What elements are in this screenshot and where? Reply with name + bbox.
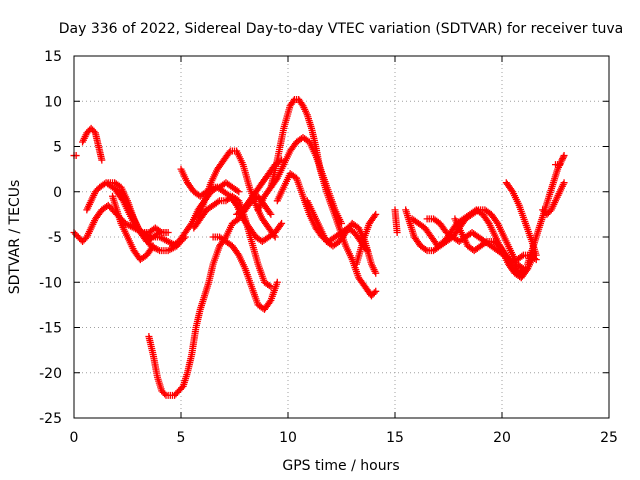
data-point	[559, 153, 567, 161]
data-point	[149, 242, 157, 250]
data-point	[338, 219, 345, 227]
series-arc-a	[70, 152, 80, 160]
y-tick-label: 5	[53, 140, 62, 156]
y-tick-label: 10	[44, 94, 62, 110]
data-point	[289, 97, 297, 105]
data-point	[370, 289, 378, 297]
data-point	[278, 219, 286, 227]
data-point	[522, 265, 530, 273]
data-point	[372, 287, 380, 295]
data-point	[558, 156, 566, 164]
chart-title: Day 336 of 2022, Sidereal Day-to-day VTE…	[59, 21, 623, 37]
data-point	[98, 156, 106, 164]
y-tick-label: -10	[39, 275, 62, 291]
y-tick-label: -20	[39, 366, 62, 382]
data-point	[560, 152, 568, 160]
series-arc-p	[254, 133, 345, 227]
series-arc-s	[352, 210, 380, 268]
data-point	[372, 269, 380, 277]
data-point	[270, 231, 278, 239]
data-point	[393, 228, 401, 236]
x-tick-label: 25	[600, 430, 618, 446]
data-point	[266, 209, 274, 217]
data-point	[137, 227, 145, 235]
x-tick-label: 10	[279, 430, 297, 446]
data-point	[156, 227, 164, 235]
data-point	[273, 278, 281, 286]
data-point	[421, 245, 429, 253]
data-point	[266, 298, 274, 306]
data-point	[481, 239, 489, 247]
series-arc-m	[209, 233, 281, 313]
x-tick-label: 20	[493, 430, 511, 446]
x-tick-label: 0	[70, 430, 79, 446]
data-point	[559, 155, 567, 163]
data-point	[265, 282, 273, 290]
y-tick-label: 0	[53, 185, 62, 201]
data-point	[148, 244, 156, 252]
series-arc-o	[267, 95, 380, 300]
x-axis-label: GPS time / hours	[282, 458, 399, 474]
y-tick-label: -25	[39, 411, 62, 427]
series-arc-b	[79, 124, 106, 164]
data-point	[556, 161, 564, 169]
data-points	[70, 95, 568, 399]
series-arc-ab	[552, 161, 564, 169]
series-arc-x	[451, 215, 530, 277]
series-arc-g	[113, 188, 172, 236]
x-tick-label: 5	[177, 430, 186, 446]
data-point	[271, 233, 279, 241]
y-tick-label: 15	[44, 49, 62, 65]
series-arc-aa	[539, 179, 568, 218]
data-point	[235, 188, 243, 196]
y-axis-label: SDTVAR / TECUs	[7, 180, 23, 295]
data-point	[161, 390, 169, 398]
data-point	[277, 221, 285, 229]
series-arc-t	[391, 206, 401, 236]
y-tick-label: -5	[48, 230, 62, 246]
x-tick-label: 15	[386, 430, 404, 446]
plot-frame	[73, 55, 610, 419]
y-tick-label: -15	[39, 321, 62, 337]
data-point	[214, 198, 222, 206]
data-point	[233, 187, 241, 195]
data-point	[225, 149, 233, 157]
series-arc-w	[423, 215, 540, 264]
data-point	[267, 210, 275, 218]
data-point	[371, 212, 379, 220]
data-point	[372, 210, 380, 218]
data-point	[520, 266, 528, 274]
series-arc-r	[303, 197, 380, 277]
data-point	[518, 252, 526, 260]
series-arc-f	[109, 192, 157, 264]
data-point	[164, 228, 172, 236]
data-point	[560, 179, 568, 187]
